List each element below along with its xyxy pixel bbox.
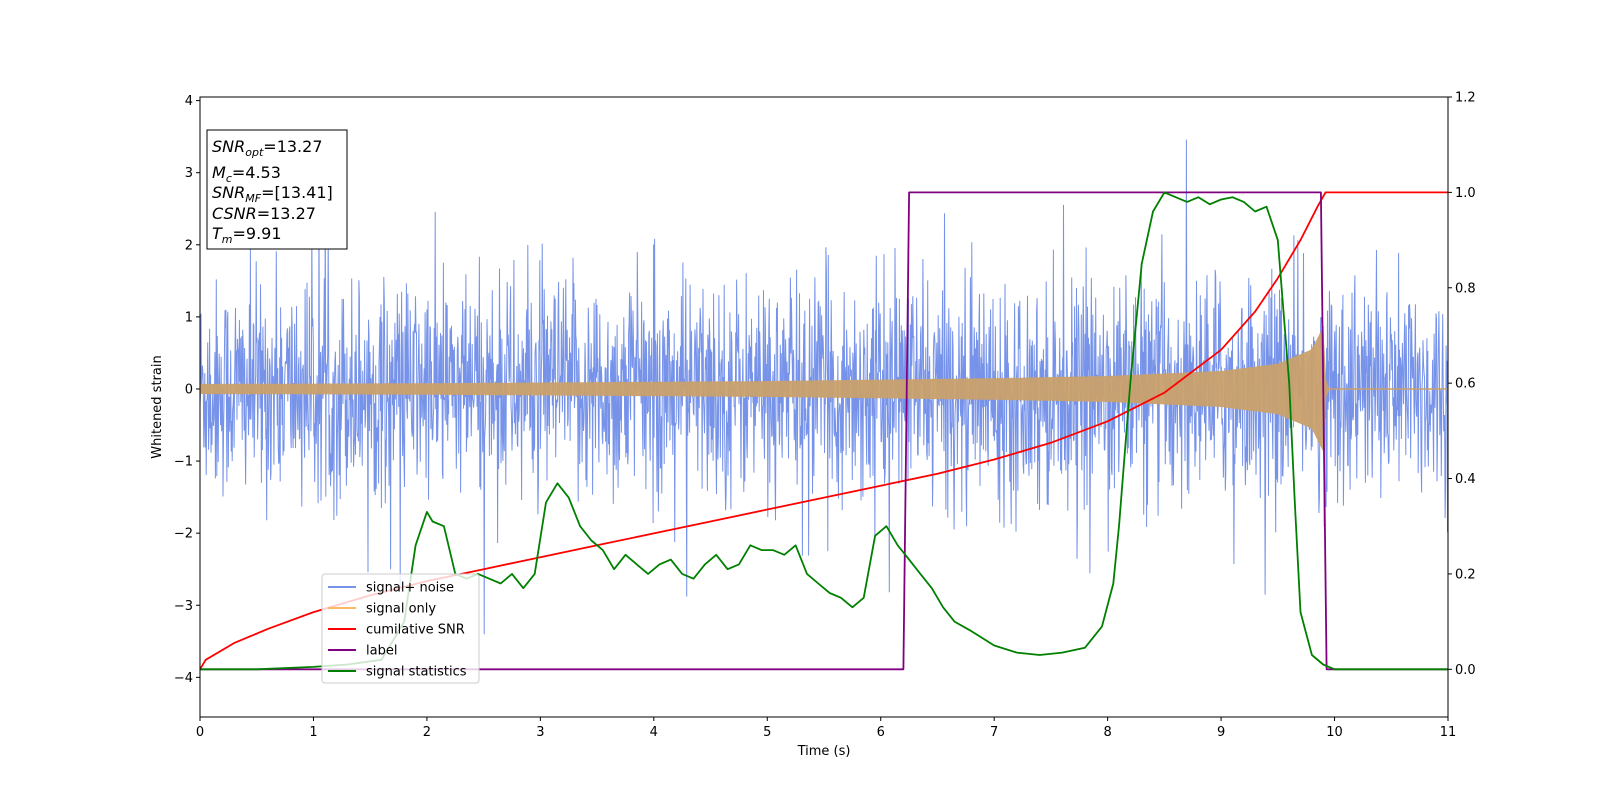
info-mc: Mc=4.53 (212, 163, 281, 185)
legend-label: signal only (366, 602, 436, 617)
y-tick-label: 2 (185, 238, 193, 253)
y-tick-label: −1 (174, 455, 193, 470)
info-csnr: CSNR=13.27 (212, 204, 316, 223)
info-tm: Tm=9.91 (212, 224, 282, 246)
legend-label: signal+ noise (366, 581, 454, 596)
y2-tick-label: 0.6 (1455, 377, 1476, 392)
series-signal-statistics (200, 191, 1448, 671)
x-tick-label: 10 (1326, 725, 1343, 740)
y-axis-label: Whitened strain (150, 355, 165, 458)
x-tick-label: 1 (309, 725, 317, 740)
y2-tick-label: 0.0 (1455, 663, 1476, 678)
y-axis-ticks: −4 −3 −2 −1 0 1 2 3 4 (174, 94, 200, 686)
series-signal-only (200, 326, 1448, 452)
legend-items: signal+ noise signal only cumilative SNR la… (328, 581, 467, 680)
y-tick-label: 4 (185, 94, 193, 109)
y-tick-label: −3 (174, 599, 193, 614)
legend: signal+ noise signal only cumilative SNR la… (321, 573, 480, 684)
x-tick-label: 8 (1103, 725, 1111, 740)
x-tick-label: 11 (1440, 725, 1457, 740)
y-tick-label: −4 (174, 671, 193, 686)
info-box-frame (206, 129, 348, 250)
legend-label: signal statistics (366, 665, 467, 680)
info-snr-opt: SNRopt=13.27 (212, 137, 323, 159)
x-tick-label: 7 (990, 725, 998, 740)
x-axis-ticks: 0 1 2 3 4 5 6 7 8 9 10 11 (196, 717, 1456, 740)
x-tick-label: 2 (423, 725, 431, 740)
y2-tick-label: 0.2 (1455, 567, 1476, 582)
signal-envelope (200, 326, 1448, 452)
signal-statistics-line (200, 191, 1448, 671)
x-tick-label: 5 (763, 725, 771, 740)
x-tick-label: 9 (1217, 725, 1225, 740)
x-axis-label: Time (s) (797, 744, 851, 759)
axes-frame (199, 96, 1449, 718)
y-tick-label: 1 (185, 310, 193, 325)
y2-tick-label: 1.2 (1455, 91, 1476, 106)
x-tick-label: 3 (536, 725, 544, 740)
legend-frame (321, 573, 480, 684)
info-snr-mf: SNRMF=[13.41] (212, 183, 333, 205)
y-tick-label: 3 (185, 166, 193, 181)
x-tick-label: 6 (877, 725, 885, 740)
legend-label: label (366, 644, 397, 659)
y-tick-label: −2 (174, 527, 193, 542)
y2-tick-label: 0.8 (1455, 281, 1476, 296)
y2-tick-label: 1.0 (1455, 186, 1476, 201)
x-tick-label: 0 (196, 725, 204, 740)
x-tick-label: 4 (650, 725, 658, 740)
stats-info-box: SNRopt=13.27 Mc=4.53 SNRMF=[13.41] CSNR=… (206, 129, 348, 250)
y-tick-label: 0 (185, 382, 193, 397)
y2-tick-label: 0.4 (1455, 472, 1476, 487)
legend-label: cumilative SNR (366, 623, 465, 638)
y2-axis-ticks: 0.0 0.2 0.4 0.6 0.8 1.0 1.2 (1448, 91, 1476, 678)
